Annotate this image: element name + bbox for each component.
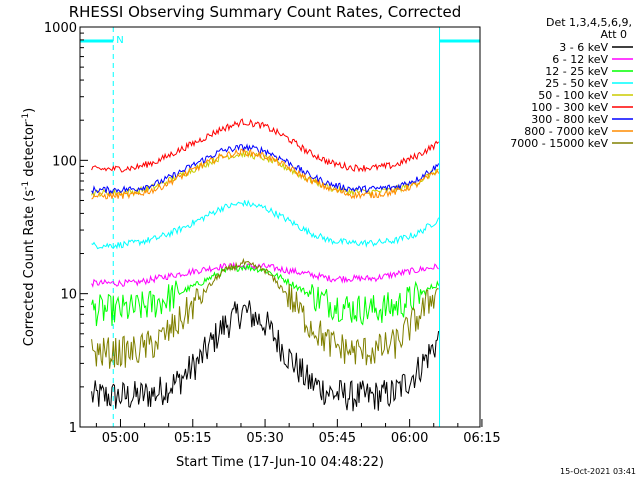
y-axis-label-sup1: -1: [21, 181, 31, 190]
series-line-0: [91, 300, 440, 412]
legend-label-3: 25 - 50 keV: [545, 77, 608, 90]
y-tick-label-1: 10: [60, 288, 77, 303]
series-line-5: [91, 118, 439, 173]
x-tick-label-2: 05:30: [246, 431, 283, 446]
legend-label-5: 100 - 300 keV: [531, 101, 608, 114]
series-line-8: [91, 257, 439, 369]
series-line-6: [91, 143, 440, 195]
legend-label-8: 7000 - 15000 keV: [510, 137, 608, 150]
x-tick-label-5: 06:15: [463, 431, 500, 446]
x-tick-label-4: 06:00: [391, 431, 428, 446]
legend-header-1: Det 1,3,4,5,6,9,: [546, 16, 632, 29]
y-axis-label-mid: detector: [22, 121, 37, 181]
x-axis-label: Start Time (17-Jun-10 04:48:22): [176, 455, 384, 470]
legend-label-1: 6 - 12 keV: [552, 53, 608, 66]
x-tick-label-3: 05:45: [319, 431, 356, 446]
night-markers: [79, 27, 481, 427]
x-tick-label-0: 05:00: [102, 431, 139, 446]
x-axis: 05:00 05:15 05:30 05:45 06:00 06:15: [95, 419, 501, 446]
date-stamp: 15-Oct-2021 03:41: [560, 467, 636, 476]
y-tick-label-0: 1: [69, 421, 77, 436]
series-group: [91, 118, 440, 412]
series-line-4: [91, 150, 439, 198]
series-line-1: [91, 261, 439, 288]
y-tick-label-3: 1000: [44, 21, 77, 36]
legend-label-7: 800 - 7000 keV: [524, 125, 608, 138]
night-label: N: [116, 35, 123, 46]
series-line-3: [91, 199, 440, 250]
y-axis-label-end: ): [22, 108, 37, 113]
x-tick-label-1: 05:15: [174, 431, 211, 446]
legend-label-6: 300 - 800 keV: [531, 113, 608, 126]
y-axis: 1 10 100 1000: [44, 21, 88, 436]
legend-label-2: 12 - 25 keV: [545, 65, 608, 78]
legend-header-2: Att 0: [601, 28, 627, 41]
y-axis-label-sup2: -1: [21, 113, 31, 122]
legend-label-0: 3 - 6 keV: [559, 41, 608, 54]
series-line-7: [91, 148, 440, 200]
y-axis-label: Corrected Count Rate (s-1 detector-1): [21, 108, 37, 346]
plot-frame: [79, 26, 481, 428]
legend-label-4: 50 - 100 keV: [538, 89, 608, 102]
chart-title: RHESSI Observing Summary Count Rates, Co…: [69, 3, 462, 21]
y-tick-label-2: 100: [52, 154, 77, 169]
y-axis-label-main: Corrected Count Rate (s: [22, 190, 37, 347]
series-line-2: [91, 263, 440, 327]
